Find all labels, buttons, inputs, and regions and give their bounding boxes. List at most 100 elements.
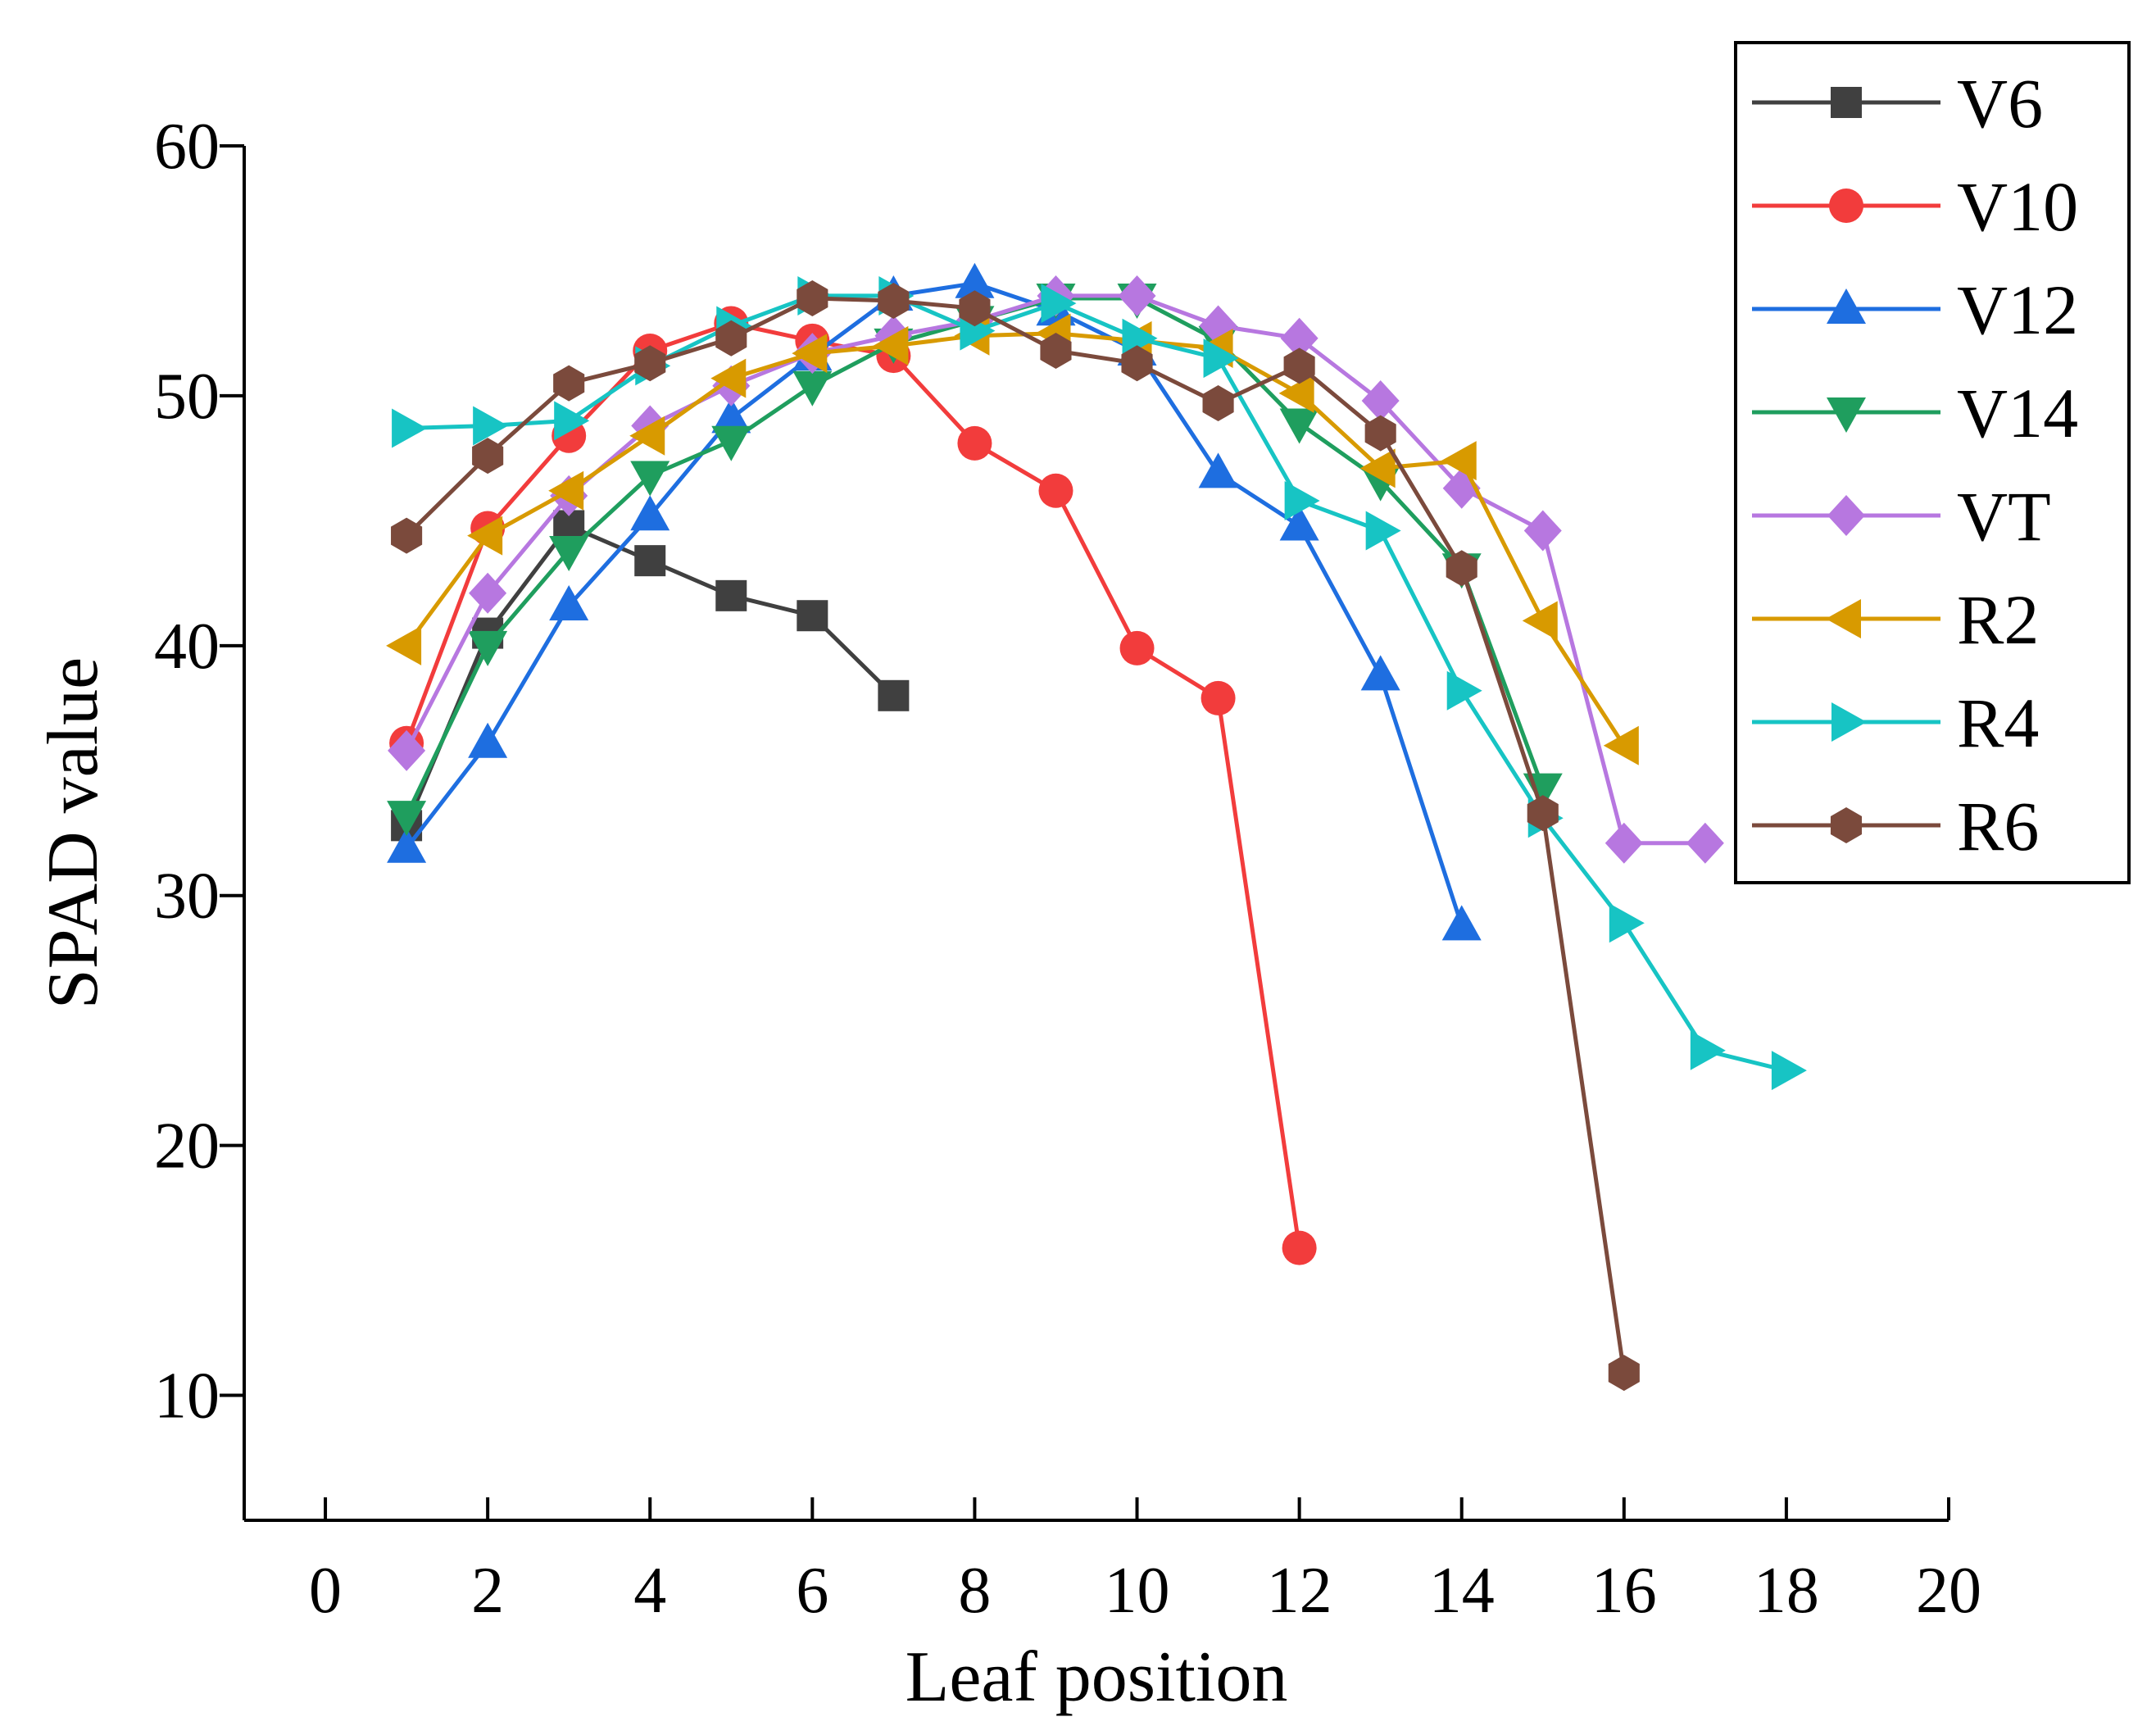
data-point-r6 [391, 517, 423, 554]
legend-item-r6: R6 [1752, 787, 2039, 865]
data-point-r2 [629, 416, 665, 456]
series-layer [386, 262, 1807, 1392]
x-tick-label: 10 [1105, 1555, 1170, 1627]
data-point-r4 [1771, 1051, 1807, 1091]
x-tick-label: 14 [1429, 1555, 1495, 1627]
series-r2 [386, 313, 1639, 765]
x-tick-label: 12 [1267, 1555, 1332, 1627]
data-point-v12 [630, 495, 670, 531]
legend-item-v12: V12 [1752, 270, 2078, 349]
data-point-r4 [1203, 338, 1239, 379]
data-point-r4 [392, 408, 428, 448]
x-tick-label: 2 [471, 1555, 504, 1627]
data-point-v6 [715, 579, 747, 611]
data-point-v10 [1119, 630, 1155, 665]
data-point-vt [1605, 822, 1643, 864]
data-point-v12 [1441, 905, 1482, 941]
series-line-r6 [405, 296, 1627, 1374]
data-point-r4 [1446, 670, 1482, 711]
data-point-r2 [467, 516, 503, 556]
x-tick-label: 6 [796, 1555, 828, 1627]
data-point-v6 [878, 679, 910, 711]
legend-item-v14: V14 [1752, 374, 2078, 452]
legend-swatch-marker [1826, 599, 1861, 638]
legend-swatch-marker [1831, 702, 1867, 742]
legend-label: V6 [1957, 64, 2043, 143]
data-point-r2 [1603, 725, 1639, 765]
legend-item-r4: R4 [1752, 684, 2039, 762]
data-point-r6 [634, 345, 666, 382]
data-point-r6 [472, 438, 504, 475]
legend-label: R6 [1957, 787, 2039, 865]
data-point-r4 [1609, 903, 1645, 943]
legend-swatch-marker [1831, 87, 1862, 118]
data-point-r4 [1122, 318, 1158, 358]
data-point-v12 [955, 262, 995, 298]
legend-box [1734, 41, 2131, 884]
legend-swatch-marker [1827, 288, 1866, 324]
x-axis-title: Leaf position [906, 1637, 1288, 1717]
data-point-v14 [1279, 408, 1319, 444]
legend-label: V10 [1957, 167, 2078, 246]
y-tick-label: 60 [154, 111, 220, 183]
legend-item-vt: VT [1752, 477, 2051, 556]
legend-swatch-marker [1827, 495, 1865, 536]
legend-label: V12 [1957, 270, 2078, 349]
data-point-vt [469, 572, 507, 614]
data-point-v12 [711, 397, 751, 434]
data-point-vt [1686, 822, 1724, 864]
data-point-r2 [710, 358, 747, 398]
data-point-v12 [1279, 505, 1319, 541]
legend-label: V14 [1957, 374, 2078, 452]
data-point-vt [1523, 510, 1562, 552]
series-r4 [392, 275, 1807, 1091]
legend-item-v10: V10 [1752, 167, 2078, 246]
x-tick-label: 16 [1591, 1555, 1657, 1627]
data-point-r6 [797, 279, 828, 316]
legend: V6 V10 V12 V14 VT R2 R4 R6 [1734, 41, 2131, 884]
data-point-r4 [1284, 480, 1320, 520]
x-tick-label: 8 [958, 1555, 991, 1627]
series-r6 [391, 279, 1640, 1392]
data-point-r6 [1446, 550, 1477, 587]
legend-label: VT [1957, 477, 2051, 556]
data-point-r2 [386, 625, 422, 665]
y-tick-label: 20 [154, 1111, 220, 1183]
x-tick-label: 4 [633, 1555, 666, 1627]
data-point-r6 [1040, 333, 1072, 370]
data-point-r6 [1364, 415, 1396, 452]
data-point-v12 [1198, 452, 1238, 488]
data-point-r6 [1202, 385, 1234, 422]
data-point-v10 [957, 425, 992, 461]
y-tick-label: 30 [154, 861, 220, 933]
legend-swatch-marker [1829, 188, 1863, 223]
y-tick-label: 10 [154, 1360, 220, 1433]
data-point-v6 [797, 600, 828, 632]
y-axis-title: SPAD value [34, 657, 113, 1009]
data-point-vt [1361, 380, 1400, 422]
series-line-v10 [404, 321, 1302, 1248]
data-point-v12 [549, 585, 589, 621]
data-point-r2 [1359, 448, 1396, 488]
data-point-r6 [1527, 795, 1559, 832]
series-line-r4 [406, 293, 1787, 1073]
data-point-r2 [1522, 601, 1558, 641]
series-v10 [389, 306, 1317, 1265]
legend-label: R4 [1957, 684, 2039, 762]
data-point-r4 [473, 406, 509, 446]
data-point-r4 [1690, 1030, 1726, 1070]
series-v12 [387, 262, 1482, 941]
data-point-v14 [711, 425, 751, 461]
data-point-v14 [630, 461, 670, 497]
legend-item-v6: V6 [1752, 64, 2043, 143]
data-point-v12 [468, 722, 508, 758]
data-point-r6 [1608, 1355, 1640, 1392]
data-point-r2 [1441, 441, 1477, 481]
data-point-v10 [1201, 680, 1236, 715]
data-point-r6 [878, 283, 910, 320]
legend-item-r2: R2 [1752, 580, 2039, 659]
x-tick-label: 18 [1754, 1555, 1819, 1627]
data-point-r2 [873, 325, 909, 366]
data-point-v14 [792, 370, 833, 407]
